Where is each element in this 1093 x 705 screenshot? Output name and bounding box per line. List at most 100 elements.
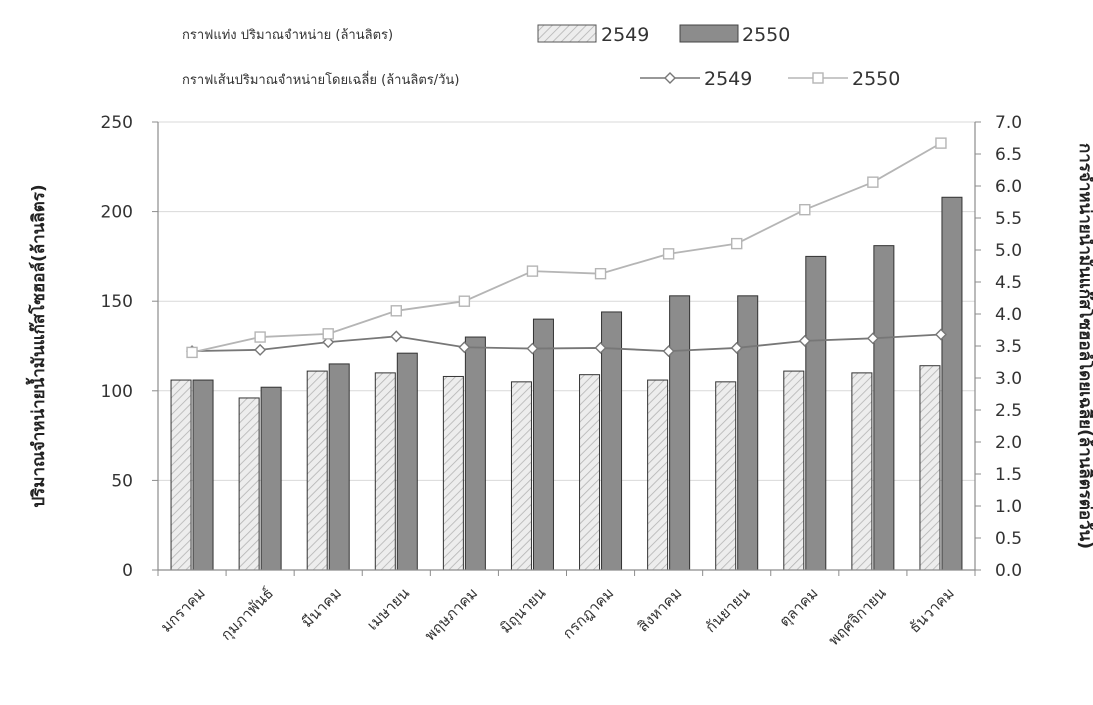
y-right-tick-label: 1.0 [995, 497, 1022, 517]
y-axis-left-title: ปริมาณจำหน่ายน้ำมันแก๊สโซฮอล์(ล้านลิตร) [25, 184, 49, 507]
y-left-tick-label: 150 [101, 292, 133, 312]
legend-bar-group-label: กราฟแท่ง ปริมาณจำหน่าย (ล้านลิตร) [182, 28, 393, 43]
right-axis-ticks: 0.0 0.5 1.0 1.5 2.0 2.5 3.0 3.5 4.0 4.5 5.0 5.5 6.0 6… [975, 113, 1022, 581]
line-series-2549 [192, 333, 942, 353]
bar-2549-1 [170, 379, 192, 571]
bar-2549-9 [715, 381, 737, 571]
category-label-7: กรกฎาคม [559, 584, 617, 642]
bar-2549-7 [579, 374, 601, 571]
point-2550-12 [935, 137, 947, 149]
category-label-12: ธันวาคม [905, 584, 957, 636]
category-label-1: มกราคม [157, 584, 209, 636]
bar-2549-8 [647, 379, 669, 571]
bar-2550-8 [669, 295, 691, 571]
category-label-2: กุมภาพันธ์ [217, 584, 278, 645]
y-right-tick-label: 2.5 [995, 401, 1022, 421]
category-label-4: เมษายน [363, 584, 413, 634]
bar-2550-12 [941, 196, 963, 571]
legend-label-bar-2549: 2549 [601, 24, 649, 46]
legend-label-bar-2550: 2550 [742, 24, 790, 46]
y-right-tick-label: 7.0 [995, 113, 1022, 133]
legend-line-group-label: กราฟเส้นปริมาณจำหน่ายโดยเฉลี่ย (ล้านลิตร… [182, 71, 459, 88]
point-2550-8 [662, 248, 675, 260]
legend-swatch-bar-2549 [537, 24, 597, 43]
bar-2550-9 [737, 295, 759, 571]
bar-2550-4 [396, 352, 418, 571]
bar-2550-10 [805, 255, 827, 571]
y-right-tick-label: 3.0 [995, 369, 1022, 389]
bar-2550-6 [532, 318, 554, 571]
y-right-tick-label: 1.5 [995, 465, 1022, 485]
y-right-tick-label: 0.0 [995, 561, 1022, 581]
category-label-5: พฤษภาคม [421, 584, 481, 644]
bar-2550-11 [873, 245, 895, 571]
bar-2550-3 [328, 363, 350, 571]
y-right-tick-label: 5.0 [995, 241, 1022, 261]
category-label-11: พฤศจิกายน [825, 584, 890, 649]
legend-label-line-2549: 2549 [704, 68, 752, 90]
y-left-tick-label: 100 [101, 382, 133, 402]
legend-marker-2550 [812, 72, 824, 84]
point-2549-11 [866, 332, 879, 345]
y-right-tick-label: 6.0 [995, 177, 1022, 197]
legend-label-line-2550: 2550 [852, 68, 900, 90]
point-2549-4 [390, 330, 403, 343]
bar-2549-12 [919, 365, 941, 571]
gridlines [158, 121, 975, 481]
bar-2549-5 [442, 375, 464, 571]
bar-2550-1 [192, 379, 214, 571]
point-2550-2 [254, 331, 266, 343]
point-2550-7 [594, 267, 607, 280]
bar-2549-11 [851, 372, 873, 571]
category-label-9: กันยายน [701, 584, 753, 636]
category-label-6: มิถุนายน [496, 584, 550, 638]
y-right-tick-label: 5.5 [995, 209, 1022, 229]
bar-2550-7 [601, 311, 623, 571]
y-right-tick-label: 3.5 [995, 337, 1022, 357]
point-2549-8 [662, 345, 675, 358]
y-right-tick-label: 4.5 [995, 273, 1022, 293]
point-2549-5 [458, 341, 471, 354]
point-2549-2 [254, 343, 267, 356]
category-label-8: สิงหาคม [634, 584, 685, 635]
category-labels: มกราคม กุมภาพันธ์ มีนาคม เมษายน พฤษภาคม มิถุน… [157, 584, 958, 649]
bar-2550-2 [260, 386, 282, 571]
category-label-10: ตุลาคม [775, 584, 822, 631]
point-2549-3 [322, 336, 335, 349]
line-series-2550 [191, 142, 942, 354]
bar-2549-2 [238, 397, 260, 571]
bars [170, 196, 963, 571]
y-left-tick-label: 200 [101, 203, 133, 223]
legend-swatch-bar-2550 [679, 24, 739, 43]
bar-2550-5 [464, 336, 486, 571]
bar-2549-10 [783, 370, 805, 571]
y-left-tick-label: 250 [101, 113, 133, 133]
point-2550-6 [526, 265, 539, 277]
bar-2549-4 [374, 372, 396, 571]
y-right-tick-label: 2.0 [995, 433, 1022, 453]
point-2550-1 [186, 346, 198, 359]
point-2550-9 [731, 237, 743, 250]
point-2549-9 [730, 341, 743, 354]
point-2549-10 [798, 334, 811, 347]
lines [186, 137, 947, 359]
point-2549-6 [526, 342, 539, 355]
y-right-tick-label: 0.5 [995, 529, 1022, 549]
y-left-tick-label: 0 [122, 561, 133, 581]
point-2550-4 [390, 305, 402, 317]
point-2549-12 [934, 328, 947, 341]
y-right-tick-label: 6.5 [995, 145, 1022, 165]
bar-2549-3 [306, 370, 328, 571]
point-2550-10 [799, 203, 811, 216]
point-2549-7 [594, 341, 607, 354]
category-label-3: มีนาคม [298, 584, 345, 631]
point-2550-3 [322, 328, 334, 340]
y-axis-right-title: การจำหน่ายน้ำมันแก๊สโซฮอล์โดยเฉลี่ย(ล้าน… [1075, 143, 1093, 549]
point-2550-5 [458, 295, 471, 307]
y-right-tick-label: 4.0 [995, 305, 1022, 325]
legend: กราฟแท่ง ปริมาณจำหน่าย (ล้านลิตร) 2549 2… [182, 24, 900, 90]
bar-2549-6 [510, 381, 532, 571]
point-2550-11 [867, 176, 879, 188]
left-axis-ticks: 0 50 100 150 200 250 [101, 113, 158, 581]
